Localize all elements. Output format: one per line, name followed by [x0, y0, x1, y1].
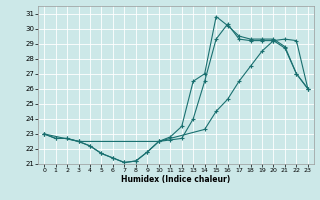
X-axis label: Humidex (Indice chaleur): Humidex (Indice chaleur): [121, 175, 231, 184]
